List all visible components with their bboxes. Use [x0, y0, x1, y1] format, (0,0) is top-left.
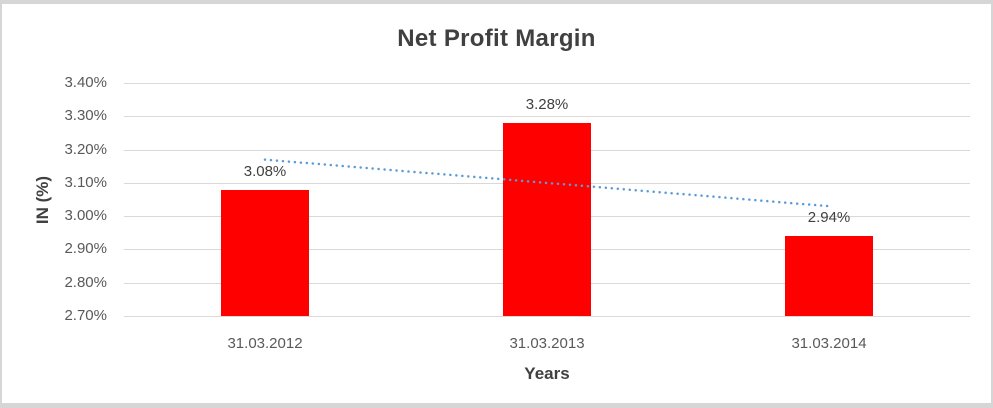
bar-data-label: 2.94%	[807, 209, 851, 227]
gridline	[124, 116, 970, 118]
y-axis-tick-label: 3.40%	[64, 74, 107, 91]
x-axis-title: Years	[524, 364, 570, 383]
y-axis-tick-label: 2.70%	[64, 307, 107, 324]
bar-data-label: 3.08%	[243, 162, 287, 180]
x-axis-tick-label: 31.03.2014	[791, 335, 867, 352]
y-axis-tick-label: 3.00%	[64, 207, 107, 225]
bar-31.03.2014	[785, 236, 873, 316]
y-axis-tick-label: 2.90%	[64, 240, 107, 258]
bar-31.03.2012	[221, 189, 309, 316]
y-axis-tick-label: 3.20%	[64, 140, 107, 158]
gridline	[124, 316, 970, 317]
x-axis-tick-label: 31.03.2013	[509, 335, 585, 352]
plot-area: 3.40% 3.30% 3.20% 3.10% 3.00% 2.90% 2.80% 2.70%…	[64, 74, 970, 352]
bar-data-label: 3.28%	[525, 95, 569, 113]
x-axis-tick-label: 31.03.2012	[227, 335, 303, 352]
gridline	[124, 83, 970, 84]
y-axis-tick-label: 3.30%	[64, 107, 107, 125]
y-axis-tick-label: 3.10%	[64, 173, 107, 191]
bar-31.03.2013	[503, 122, 591, 316]
y-axis-tick-label: 2.80%	[64, 273, 107, 291]
chart-title: Net Profit Margin	[397, 25, 596, 52]
